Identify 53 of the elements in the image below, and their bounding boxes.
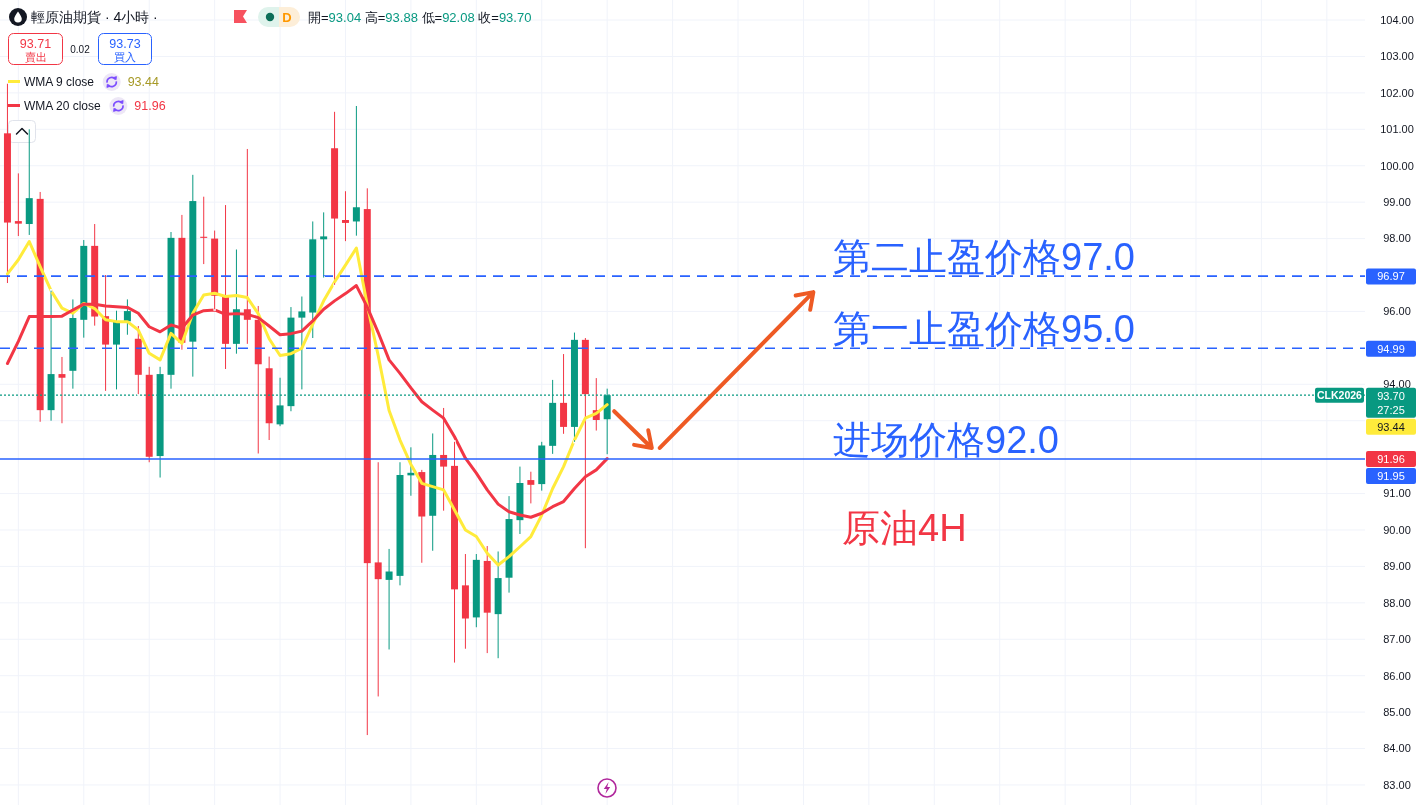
- candlestick: [58, 356, 66, 424]
- legend-label: WMA 20 close: [24, 99, 102, 113]
- annotation: 进场价格92.0: [833, 418, 1059, 461]
- text: 開=93.04 高=93.88 低=92.08 收=93.70: [308, 10, 532, 25]
- annotation: 賣出: [24, 50, 47, 63]
- candlestick: [374, 461, 382, 697]
- y-tick-label: 99.00: [1383, 196, 1411, 209]
- y-tick-label: 85.00: [1383, 705, 1411, 718]
- ref-line-label: 96.97: [1377, 270, 1405, 283]
- y-tick-label: 84.00: [1383, 742, 1411, 755]
- y-tick-label: 104.00: [1380, 13, 1414, 26]
- annotation: 93.44: [127, 75, 160, 89]
- y-tick-label: 102.00: [1380, 86, 1414, 99]
- line-series: [5, 240, 609, 567]
- y-tick-label: 88.00: [1383, 596, 1411, 609]
- candlestick: [352, 105, 360, 237]
- y-tick-label: 94.00: [1383, 378, 1411, 391]
- y-tick-label: 103.00: [1380, 50, 1414, 63]
- text: 27:25: [1377, 403, 1405, 416]
- annotation: 93.71: [19, 37, 52, 52]
- annotation: 第一止盈价格95.0: [833, 308, 1135, 351]
- ref-line-label: 93.70: [1377, 389, 1405, 402]
- annotation: 91.96: [134, 99, 166, 113]
- y-tick-label: 90.00: [1383, 523, 1411, 536]
- candlestick: [14, 172, 22, 237]
- y-tick-label: 87.00: [1383, 633, 1411, 646]
- y-tick-label: 96.00: [1383, 305, 1411, 318]
- text: 93.44: [1377, 420, 1405, 433]
- text: 輕原油期貨 · 4小時 ·: [31, 9, 158, 25]
- y-tick-label: 83.00: [1383, 778, 1411, 791]
- candlestick: [298, 296, 306, 390]
- candlestick: [527, 471, 535, 504]
- candlestick: [385, 548, 393, 650]
- annotation: 0.02: [70, 43, 91, 55]
- text: 91.96: [1377, 452, 1405, 465]
- y-tick-label: 91.00: [1383, 487, 1411, 500]
- candlestick: [123, 298, 131, 336]
- y-tick-label: 89.00: [1383, 560, 1411, 573]
- annotation: 93.73: [109, 37, 141, 52]
- candlestick: [341, 190, 349, 242]
- y-tick-label: 98.00: [1383, 232, 1411, 245]
- legend-label: WMA 9 close: [24, 75, 95, 89]
- candlestick: [320, 211, 328, 279]
- y-tick-label: 100.00: [1380, 159, 1414, 172]
- annotation: 第二止盈价格97.0: [833, 236, 1135, 279]
- annotation: 原油4H: [842, 507, 967, 549]
- ref-line-label: 91.95: [1377, 469, 1405, 482]
- y-tick-label: 86.00: [1383, 669, 1411, 682]
- annotation: D: [282, 9, 292, 25]
- annotation: 買入: [114, 50, 136, 63]
- candlestick: [113, 310, 120, 390]
- ref-line-label: 94.99: [1377, 342, 1405, 355]
- y-tick-label: 101.00: [1380, 123, 1414, 136]
